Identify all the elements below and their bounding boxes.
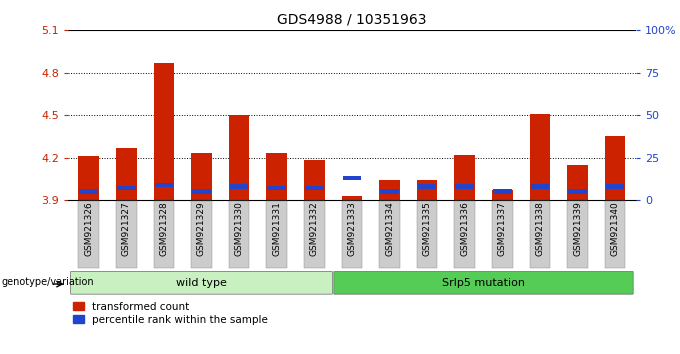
Title: GDS4988 / 10351963: GDS4988 / 10351963 [277, 12, 426, 26]
Bar [418, 184, 437, 189]
FancyBboxPatch shape [492, 201, 513, 268]
Bar [493, 189, 511, 194]
FancyBboxPatch shape [267, 201, 287, 268]
FancyBboxPatch shape [71, 272, 333, 294]
Bar [117, 186, 135, 190]
Text: GSM921328: GSM921328 [159, 201, 169, 256]
Bar [267, 186, 286, 190]
Text: GSM921331: GSM921331 [272, 201, 282, 256]
Text: GSM921336: GSM921336 [460, 201, 469, 256]
Text: genotype/variation: genotype/variation [1, 276, 94, 287]
FancyBboxPatch shape [334, 272, 633, 294]
Bar [230, 184, 248, 189]
Text: GSM921333: GSM921333 [347, 201, 356, 256]
Text: GSM921327: GSM921327 [122, 201, 131, 256]
Bar [456, 184, 474, 189]
Legend: transformed count, percentile rank within the sample: transformed count, percentile rank withi… [73, 302, 268, 325]
Bar [305, 186, 324, 190]
Text: GSM921329: GSM921329 [197, 201, 206, 256]
FancyBboxPatch shape [379, 201, 400, 268]
Text: GSM921340: GSM921340 [611, 201, 619, 256]
Text: Srlp5 mutation: Srlp5 mutation [442, 278, 525, 288]
Text: GSM921334: GSM921334 [385, 201, 394, 256]
Bar [304, 160, 324, 200]
Text: GSM921337: GSM921337 [498, 201, 507, 256]
Bar [267, 153, 287, 200]
Bar [567, 165, 588, 200]
Bar [80, 189, 98, 194]
Text: wild type: wild type [176, 278, 227, 288]
Text: GSM921330: GSM921330 [235, 201, 243, 256]
Bar [530, 184, 549, 189]
Bar [380, 189, 398, 194]
Bar [341, 196, 362, 200]
Text: GSM921338: GSM921338 [535, 201, 545, 256]
Bar [154, 183, 173, 187]
FancyBboxPatch shape [191, 201, 212, 268]
FancyBboxPatch shape [454, 201, 475, 268]
FancyBboxPatch shape [341, 201, 362, 268]
Text: GSM921335: GSM921335 [422, 201, 432, 256]
Text: GSM921326: GSM921326 [84, 201, 93, 256]
Bar [228, 115, 250, 200]
Bar [116, 148, 137, 200]
Bar [343, 176, 361, 180]
Bar [379, 180, 400, 200]
FancyBboxPatch shape [605, 201, 626, 268]
FancyBboxPatch shape [304, 201, 324, 268]
Bar [417, 180, 437, 200]
FancyBboxPatch shape [78, 201, 99, 268]
FancyBboxPatch shape [530, 201, 550, 268]
FancyBboxPatch shape [154, 201, 174, 268]
Text: GSM921339: GSM921339 [573, 201, 582, 256]
Bar [154, 63, 174, 200]
Bar [78, 156, 99, 200]
FancyBboxPatch shape [417, 201, 437, 268]
FancyBboxPatch shape [116, 201, 137, 268]
FancyBboxPatch shape [567, 201, 588, 268]
Bar [606, 184, 624, 189]
Bar [530, 114, 550, 200]
Bar [454, 155, 475, 200]
Bar [191, 153, 212, 200]
Bar [192, 189, 211, 194]
Bar [492, 190, 513, 200]
Text: GSM921332: GSM921332 [310, 201, 319, 256]
Bar [568, 189, 587, 194]
Bar [605, 136, 626, 200]
FancyBboxPatch shape [228, 201, 250, 268]
